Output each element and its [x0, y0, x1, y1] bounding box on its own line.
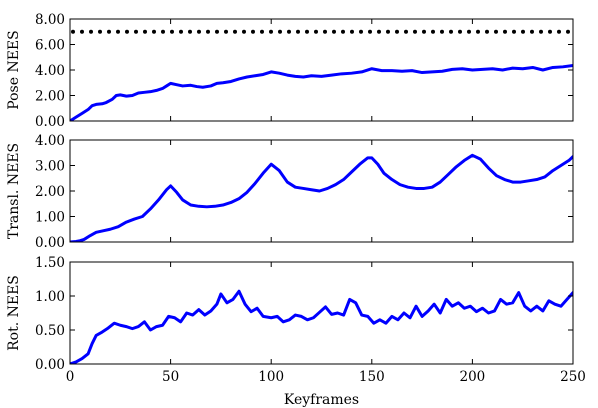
- transl-y-tick-label: 4.00: [35, 133, 65, 149]
- transl-y-tick-label: 1.00: [35, 210, 65, 226]
- pose-y-tick-label: 8.00: [35, 12, 65, 28]
- rot-y-tick-label: 1.00: [35, 289, 65, 305]
- pose-y-axis-label: Pose NEES: [6, 30, 22, 109]
- pose-y-tick-label: 0.00: [35, 114, 65, 130]
- rot-x-tick-label: 50: [162, 369, 179, 385]
- pose-y-tick-label: 4.00: [35, 63, 65, 79]
- pose-panel: 0.00 2.00 4.00 6.00 8.00 Pose NEES: [6, 12, 574, 130]
- pose-y-tick-label: 2.00: [35, 89, 65, 105]
- transl-panel: 0.00 1.00 2.00 3.00 4.00 Transl. NEES: [6, 133, 574, 251]
- rot-nees-line: [70, 289, 573, 364]
- rot-y-axis-label: Rot. NEES: [6, 275, 22, 351]
- rot-x-tick-label: 200: [460, 369, 486, 385]
- rot-y-tick-label: 1.50: [35, 255, 65, 271]
- rot-y-tick-label: 0.00: [35, 357, 65, 373]
- rot-x-tick-label: 100: [258, 369, 284, 385]
- x-axis-label: Keyframes: [284, 392, 359, 408]
- rot-x-tick-label: 150: [359, 369, 385, 385]
- transl-y-tick-label: 3.00: [35, 159, 65, 175]
- rot-plot-frame: [69, 261, 574, 365]
- transl-y-tick-label: 2.00: [35, 184, 65, 200]
- pose-y-tick-label: 6.00: [35, 38, 65, 54]
- pose-nees-line: [70, 64, 573, 121]
- rot-y-tick-label: 0.50: [35, 323, 65, 339]
- rot-x-tick-label: 0: [66, 369, 75, 385]
- transl-nees-line: [70, 153, 573, 242]
- rot-x-tick-label: 250: [560, 369, 586, 385]
- rot-panel: 0 50 100 150 200 250 0.00 0.50 1.00 1.50 Rot. NEES…: [6, 255, 586, 408]
- transl-y-tick-label: 0.00: [35, 235, 65, 251]
- transl-y-axis-label: Transl. NEES: [6, 143, 22, 239]
